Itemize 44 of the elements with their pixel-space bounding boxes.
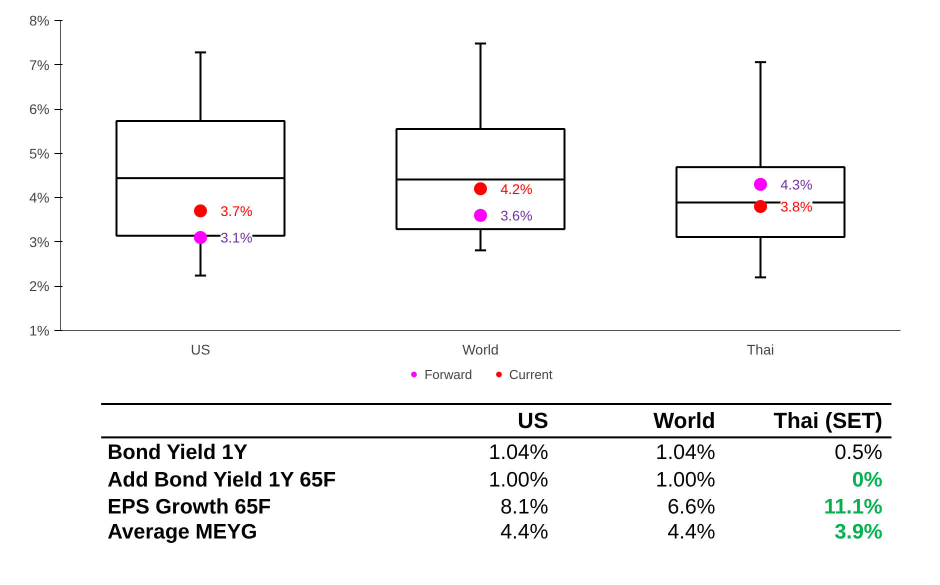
text: 1.04% <box>488 440 548 464</box>
data-label: 4.2% <box>500 180 532 197</box>
point <box>194 204 207 218</box>
text: 1.00% <box>656 468 716 492</box>
text: Thai (SET) <box>774 408 882 434</box>
text: 4.4% <box>500 520 548 544</box>
text: 8.1% <box>500 495 548 518</box>
text: US <box>518 408 548 434</box>
text: 1.04% <box>656 440 716 464</box>
data-label: 3.7% <box>220 202 252 219</box>
y-tick-label: 3% <box>29 234 50 250</box>
legend-label: Forward <box>424 366 472 382</box>
point <box>474 182 487 196</box>
y-tick-label: 1% <box>29 322 50 338</box>
x-tick-label: World <box>462 342 499 358</box>
text: 0.5% <box>834 440 882 464</box>
text: Bond Yield 1Y <box>107 440 248 464</box>
y-tick-label: 7% <box>29 56 50 73</box>
x-tick-label: US <box>190 342 210 358</box>
text: 11.1% <box>824 495 883 518</box>
point <box>754 178 767 191</box>
point <box>194 231 207 244</box>
y-tick-label: 5% <box>29 145 50 162</box>
x-tick-label: Thai <box>746 342 774 358</box>
data-label: 3.8% <box>780 198 812 214</box>
text: 4.4% <box>667 520 716 544</box>
text: Add Bond Yield 1Y 65F <box>107 468 336 492</box>
text: 1.00% <box>488 468 548 492</box>
y-tick-label: 4% <box>29 190 50 206</box>
text: 6.6% <box>667 495 716 518</box>
text: Average MEYG <box>107 520 258 544</box>
legend-label: Current <box>509 366 553 382</box>
text: EPS Growth 65F <box>107 495 272 518</box>
text: World <box>653 408 716 434</box>
text: 3.9% <box>834 520 883 544</box>
point <box>754 200 767 213</box>
data-label: 4.3% <box>780 176 812 192</box>
y-tick-label: 6% <box>29 101 50 118</box>
point <box>474 208 487 222</box>
y-tick-label: 2% <box>29 278 50 294</box>
data-label: 3.1% <box>220 230 252 246</box>
y-tick-label: 8% <box>29 12 50 28</box>
data-label: 3.6% <box>500 207 532 224</box>
text: 0% <box>852 468 883 492</box>
